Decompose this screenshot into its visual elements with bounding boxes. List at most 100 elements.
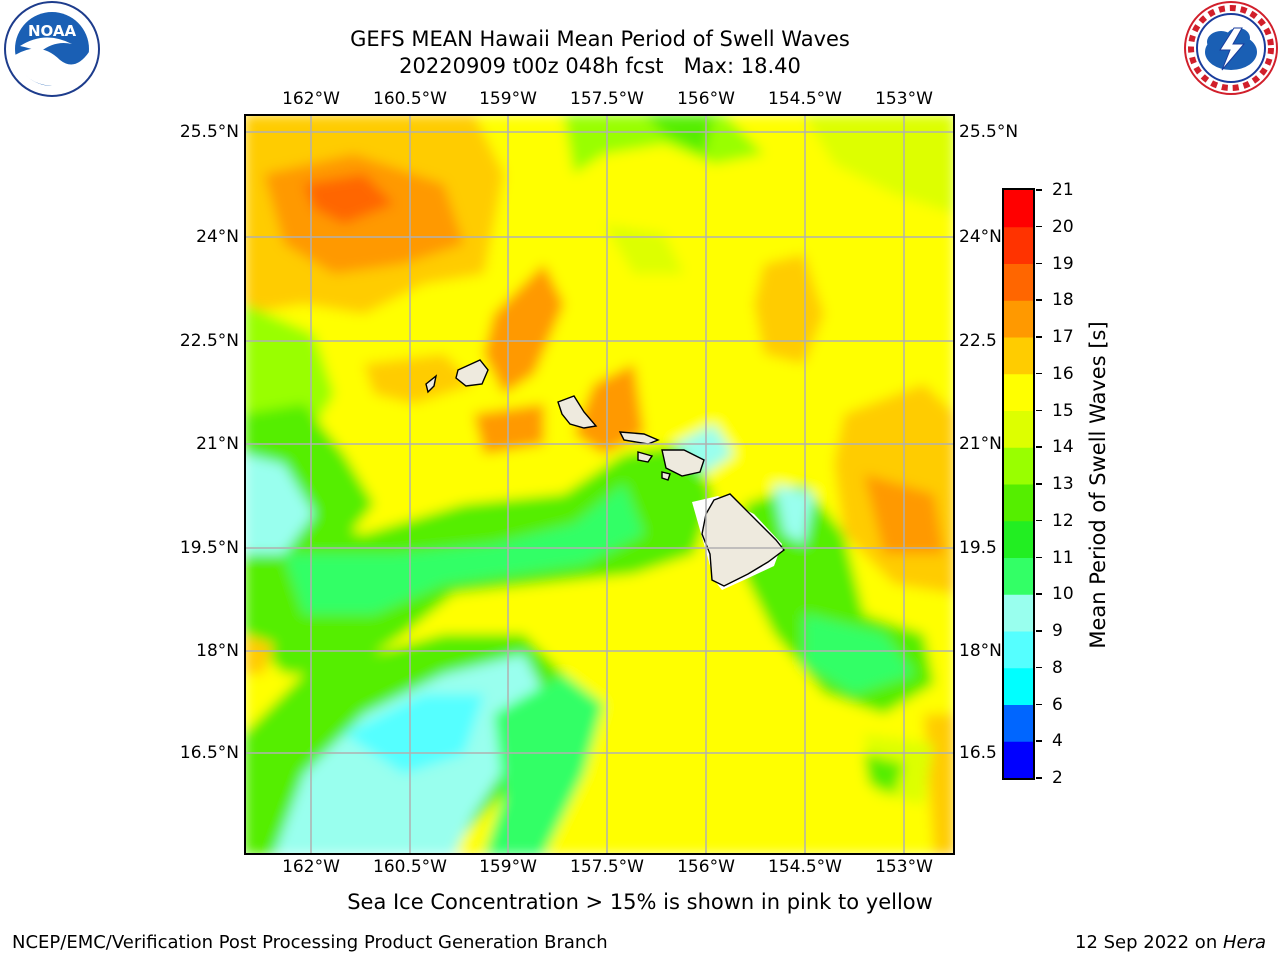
colorbar-segment <box>1004 741 1033 779</box>
lon-tick-top: 159°W <box>479 89 537 109</box>
lon-tick-top: 156°W <box>677 89 735 109</box>
lat-tick-left: 22.5°N <box>179 331 239 351</box>
colorbar-segment <box>1004 484 1033 522</box>
colorbar-tick-mark <box>1036 483 1042 485</box>
colorbar-segment <box>1004 631 1033 669</box>
hawaiian-islands <box>425 359 785 590</box>
colorbar-tick-mark <box>1036 777 1042 779</box>
colorbar-tick-label: 13 <box>1052 474 1074 494</box>
oahu-island <box>557 395 598 429</box>
kauai-island <box>455 359 489 387</box>
colorbar-tick-mark <box>1036 299 1042 301</box>
colorbar-frame <box>1002 188 1035 780</box>
lat-tick-right: 25.5°N <box>959 122 1019 142</box>
colorbar-tick-label: 20 <box>1052 216 1074 237</box>
colorbar-tick-label: 12 <box>1052 510 1074 531</box>
colorbar-tick-label: 9 <box>1052 621 1063 641</box>
colorbar-label: Mean Period of Swell Waves [s] <box>1086 321 1110 649</box>
colorbar-segments <box>1004 190 1033 779</box>
lon-tick-top: 154.5°W <box>768 89 842 109</box>
colorbar-segment <box>1004 337 1033 375</box>
lanai-island <box>637 451 654 463</box>
colorbar-tick-label: 4 <box>1052 731 1063 752</box>
lat-tick-right: 16.5 <box>959 743 997 763</box>
lon-tick-bottom: 154.5°W <box>768 857 842 877</box>
lon-tick-bottom: 157.5°W <box>570 857 644 877</box>
colorbar-segment <box>1004 520 1033 558</box>
colorbar-tick-mark <box>1036 189 1042 191</box>
colorbar <box>1002 188 1035 780</box>
niihau-island <box>425 374 438 394</box>
lat-tick-left: 21°N <box>196 434 239 454</box>
lon-tick-top: 153°W <box>875 89 933 109</box>
colorbar-tick-label: 6 <box>1052 694 1063 715</box>
title-line-2: 20220909 t00z 048h fcst Max: 18.40 <box>399 54 801 78</box>
colorbar-segment <box>1004 190 1033 228</box>
colorbar-tick-mark <box>1036 703 1042 705</box>
lon-tick-bottom: 160.5°W <box>373 857 447 877</box>
colorbar-segment <box>1004 410 1033 448</box>
colorbar-tick-label: 21 <box>1052 180 1074 200</box>
lat-tick-right: 22.5 <box>959 331 997 351</box>
lon-tick-top: 157.5°W <box>570 89 644 109</box>
footnote: Sea Ice Concentration > 15% is shown in … <box>347 890 933 914</box>
lat-tick-left: 25.5°N <box>179 122 239 142</box>
kahoolawe-island <box>661 471 671 481</box>
colorbar-tick-label: 11 <box>1052 547 1074 568</box>
lon-tick-bottom: 162°W <box>282 857 340 877</box>
colorbar-tick-mark <box>1036 519 1042 522</box>
colorbar-segment <box>1004 226 1033 264</box>
swell-period-field <box>244 114 955 855</box>
colorbar-segment <box>1004 594 1033 632</box>
colorbar-tick-mark <box>1036 740 1042 742</box>
producer-credit: NCEP/EMC/Verification Post Processing Pr… <box>12 932 608 953</box>
title-line-1: GEFS MEAN Hawaii Mean Period of Swell Wa… <box>350 27 850 51</box>
colorbar-tick-label: 10 <box>1052 584 1074 605</box>
colorbar-tick-label: 14 <box>1052 437 1074 458</box>
swell-period-map <box>244 114 955 855</box>
colorbar-tick-mark <box>1036 446 1042 448</box>
lat-tick-right: 18°N <box>959 641 1002 661</box>
colorbar-tick-label: 15 <box>1052 400 1074 421</box>
nws-logo <box>1176 0 1280 100</box>
colorbar-tick-mark <box>1036 666 1042 669</box>
colorbar-tick-mark <box>1036 372 1042 375</box>
noaa-logo-text: NOAA <box>28 22 77 40</box>
hawaii-big-island <box>701 493 785 587</box>
colorbar-tick-label: 17 <box>1052 327 1074 347</box>
colorbar-tick-label: 2 <box>1052 768 1063 788</box>
lat-tick-left: 18°N <box>196 641 239 661</box>
noaa-logo: NOAA <box>0 0 104 100</box>
chart-title: GEFS MEAN Hawaii Mean Period of Swell Wa… <box>200 26 1000 80</box>
colorbar-segment <box>1004 557 1033 595</box>
colorbar-segment <box>1004 373 1033 411</box>
colorbar-tick-label: 18 <box>1052 290 1074 311</box>
colorbar-tick-mark <box>1036 336 1042 338</box>
lat-tick-right: 24°N <box>959 227 1002 247</box>
run-date-credit: 12 Sep 2022 on Hera <box>1075 932 1266 953</box>
colorbar-segment <box>1004 667 1033 705</box>
colorbar-tick-label: 16 <box>1052 363 1074 384</box>
maui-island <box>661 449 705 477</box>
colorbar-tick-mark <box>1036 225 1042 228</box>
graticule <box>244 114 955 855</box>
colorbar-tick-mark <box>1036 630 1042 632</box>
colorbar-tick-label: 8 <box>1052 657 1063 678</box>
lat-tick-left: 16.5°N <box>179 743 239 763</box>
colorbar-segment <box>1004 300 1033 338</box>
lat-tick-left: 24°N <box>196 227 239 247</box>
colorbar-tick-mark <box>1036 409 1042 411</box>
map-frame <box>244 114 955 855</box>
lon-tick-bottom: 156°W <box>677 857 735 877</box>
lon-tick-top: 162°W <box>282 89 340 109</box>
lat-tick-right: 21°N <box>959 434 1002 454</box>
run-date: 12 Sep 2022 on <box>1075 932 1223 953</box>
run-host: Hera <box>1222 932 1266 953</box>
lon-tick-bottom: 159°W <box>479 857 537 877</box>
molokai-island <box>618 431 660 445</box>
colorbar-tick-mark <box>1036 262 1042 264</box>
colorbar-tick-mark <box>1036 593 1042 595</box>
lat-tick-right: 19.5 <box>959 538 997 558</box>
lon-tick-top: 160.5°W <box>373 89 447 109</box>
colorbar-segment <box>1004 263 1033 301</box>
